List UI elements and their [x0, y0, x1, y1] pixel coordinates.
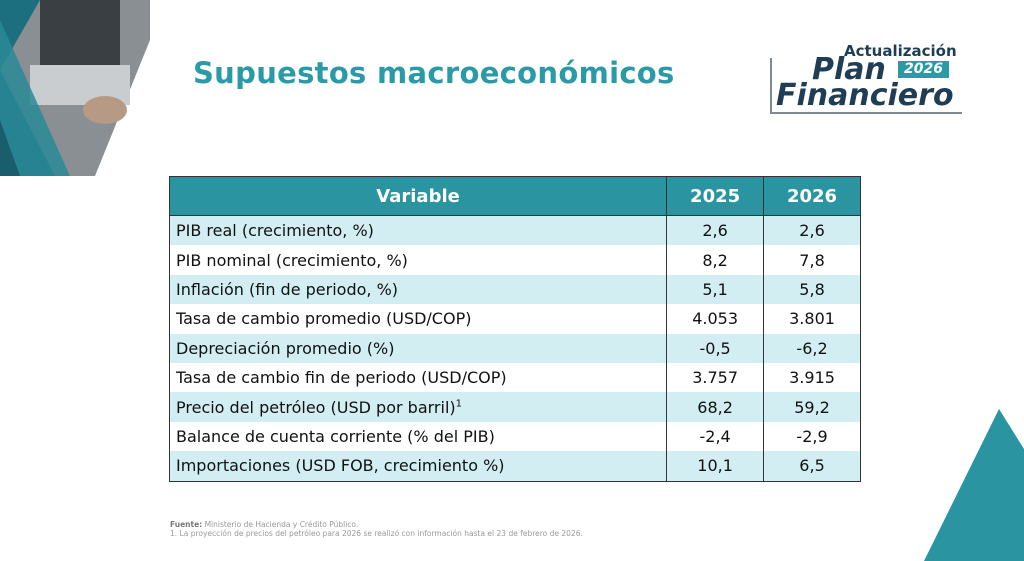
logo-line2: Plan — [812, 52, 886, 87]
cell-variable: Precio del petróleo (USD por barril)1 — [168, 392, 668, 422]
footnote-1: 1. La proyección de precios del petróleo… — [170, 529, 583, 538]
variable-label: PIB real (crecimiento, %) — [176, 221, 374, 241]
variable-label: Inflación (fin de periodo, %) — [176, 279, 399, 299]
table-row: Inflación (fin de periodo, %) 5,1 5,8 — [168, 274, 861, 305]
cell-2026: 5,8 — [763, 274, 861, 305]
cell-2026: -6,2 — [763, 333, 861, 363]
table-row: Precio del petróleo (USD por barril)1 68,… — [168, 392, 861, 422]
cell-2026: -2,9 — [763, 421, 861, 452]
table-row: Tasa de cambio fin de periodo (USD/COP) 3… — [168, 362, 861, 393]
cell-variable: Tasa de cambio promedio (USD/COP) — [168, 304, 668, 334]
cell-2025: 68,2 — [666, 392, 765, 422]
logo-line1: Actualización — [844, 42, 957, 60]
variable-label: Importaciones (USD FOB, crecimiento %) — [176, 456, 505, 476]
header-variable: Variable — [168, 176, 668, 216]
cell-variable: Inflación (fin de periodo, %) — [168, 274, 668, 305]
variable-label: Tasa de cambio fin de periodo (USD/COP) — [176, 368, 507, 388]
cell-2025: 3.757 — [666, 362, 765, 393]
header-photo-laptop — [0, 0, 160, 176]
cell-variable: Importaciones (USD FOB, crecimiento %) — [168, 451, 668, 482]
cell-2025: 10,1 — [666, 451, 765, 482]
cell-2026: 7,8 — [763, 245, 861, 275]
cell-variable: Balance de cuenta corriente (% del PIB) — [168, 421, 668, 452]
table-row: Balance de cuenta corriente (% del PIB) -… — [168, 421, 861, 452]
cell-variable: PIB nominal (crecimiento, %) — [168, 245, 668, 275]
source-text: Ministerio de Hacienda y Crédito Público… — [202, 520, 359, 529]
table-header-row: Variable 2025 2026 — [168, 176, 861, 216]
variable-label: Tasa de cambio promedio (USD/COP) — [176, 309, 472, 329]
cell-variable: PIB real (crecimiento, %) — [168, 215, 668, 246]
cell-2026: 3.915 — [763, 362, 861, 393]
decorative-triangle — [924, 409, 1024, 561]
cell-variable: Tasa de cambio fin de periodo (USD/COP) — [168, 362, 668, 393]
header-2026: 2026 — [763, 176, 861, 216]
table-row: PIB nominal (crecimiento, %) 8,2 7,8 — [168, 245, 861, 275]
cell-2025: 5,1 — [666, 274, 765, 305]
cell-2026: 2,6 — [763, 215, 861, 246]
logo-axis — [770, 58, 962, 114]
table-row: Depreciación promedio (%) -0,5 -6,2 — [168, 333, 861, 363]
variable-label: Precio del petróleo (USD por barril) — [176, 397, 456, 417]
variable-label: Balance de cuenta corriente (% del PIB) — [176, 426, 495, 446]
cell-variable: Depreciación promedio (%) — [168, 333, 668, 363]
logo-line3: Financiero — [776, 78, 954, 113]
logo-year: 2026 — [898, 61, 949, 78]
header-2025: 2025 — [666, 176, 765, 216]
footnote-ref: 1 — [455, 398, 463, 410]
footnotes: Fuente: Ministerio de Hacienda y Crédito… — [170, 520, 583, 538]
cell-2025: 4.053 — [666, 304, 765, 334]
cell-2025: -0,5 — [666, 333, 765, 363]
cell-2025: -2,4 — [666, 421, 765, 452]
cell-2026: 3.801 — [763, 304, 861, 334]
table-row: PIB real (crecimiento, %) 2,6 2,6 — [168, 215, 861, 246]
cell-2025: 8,2 — [666, 245, 765, 275]
page-title: Supuestos macroeconómicos — [193, 56, 675, 90]
plan-financiero-logo: Actualización Plan 2026 Financiero — [766, 40, 966, 120]
source-note: Fuente: Ministerio de Hacienda y Crédito… — [170, 520, 583, 529]
cell-2026: 59,2 — [763, 392, 861, 422]
variable-label: PIB nominal (crecimiento, %) — [176, 250, 408, 270]
variable-label: Depreciación promedio (%) — [176, 338, 395, 358]
table-row: Tasa de cambio promedio (USD/COP) 4.053 3.… — [168, 304, 861, 334]
source-label: Fuente: — [170, 520, 203, 529]
cell-2025: 2,6 — [666, 215, 765, 246]
macro-assumptions-table: Variable 2025 2026 PIB real (crecimiento… — [168, 176, 861, 482]
table-row: Importaciones (USD FOB, crecimiento %) 10… — [168, 451, 861, 482]
cell-2026: 6,5 — [763, 451, 861, 482]
